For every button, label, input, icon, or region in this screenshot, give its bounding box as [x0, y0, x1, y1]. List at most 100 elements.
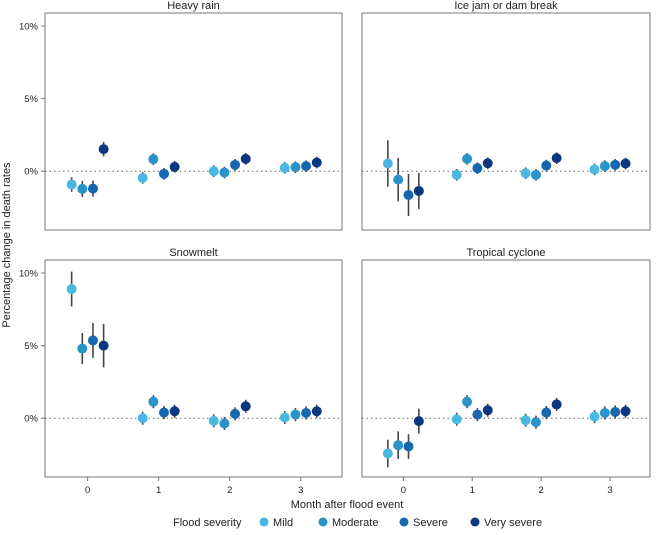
data-point-mild [520, 168, 531, 179]
data-point-severe [541, 160, 552, 171]
data-point-severe [472, 409, 483, 420]
data-point-mild [382, 448, 393, 459]
x-tick-label: 0 [85, 485, 90, 496]
x-tick-label: 2 [227, 485, 232, 496]
panel-title: Heavy rain [167, 0, 220, 12]
data-point-severe [230, 159, 241, 170]
data-point-mild [66, 284, 77, 295]
legend-swatch-very-severe [470, 517, 480, 527]
data-point-moderate [290, 409, 301, 420]
y-tick-label: 5% [24, 94, 38, 105]
data-point-severe [610, 159, 621, 170]
panel-title: Snowmelt [169, 247, 217, 259]
x-tick-label: 1 [156, 485, 161, 496]
legend: Flood severity Mild Moderate Severe Very se… [173, 517, 542, 529]
data-point-very-severe [240, 153, 251, 164]
data-point-moderate [462, 153, 473, 164]
data-point-severe [87, 183, 98, 194]
data-point-severe [301, 161, 312, 172]
data-point-severe [301, 407, 312, 418]
panel-title: Ice jam or dam break [454, 0, 558, 12]
data-point-mild [137, 172, 148, 183]
data-point-very-severe [98, 340, 109, 351]
data-point-severe [541, 407, 552, 418]
panel-title: Tropical cyclone [466, 247, 545, 259]
data-point-very-severe [551, 153, 562, 164]
data-point-severe [159, 168, 170, 179]
x-tick-label: 0 [401, 485, 406, 496]
data-point-very-severe [620, 406, 631, 417]
data-point-very-severe [482, 158, 493, 169]
data-point-moderate [530, 417, 541, 428]
panel-frame [44, 259, 343, 478]
data-point-moderate [393, 174, 404, 185]
data-point-severe [230, 408, 241, 419]
data-point-very-severe [311, 406, 322, 417]
data-point-severe [403, 441, 414, 452]
y-tick-label: 0% [24, 167, 38, 178]
panel-ice-jam-or-dam-break: Ice jam or dam break [361, 0, 651, 231]
data-point-severe [87, 335, 98, 346]
data-point-very-severe [169, 406, 180, 417]
data-point-very-severe [413, 185, 424, 196]
panel-heavy-rain: Heavy rain 10% 5% 0% [19, 0, 343, 231]
data-point-mild [451, 414, 462, 425]
data-point-moderate [77, 343, 88, 354]
y-tick-label: 0% [24, 414, 38, 425]
data-point-severe [472, 163, 483, 174]
legend-swatch-severe [399, 517, 409, 527]
data-point-very-severe [413, 416, 424, 427]
y-axis-label: Percentage change in death rates [1, 162, 13, 328]
data-point-moderate [462, 396, 473, 407]
panel-frame [361, 12, 651, 231]
panel-snowmelt: Snowmelt 10% 5% 0% 0 1 2 3 [19, 247, 343, 496]
panel-frame [44, 12, 343, 231]
legend-label: Mild [273, 517, 293, 529]
y-tick-label: 10% [19, 269, 39, 280]
legend-label: Severe [413, 517, 448, 529]
data-point-mild [589, 411, 600, 422]
data-point-moderate [148, 396, 159, 407]
x-tick-label: 2 [538, 485, 543, 496]
data-point-very-severe [551, 399, 562, 410]
data-point-very-severe [169, 161, 180, 172]
data-point-very-severe [311, 157, 322, 168]
legend-title: Flood severity [173, 517, 242, 529]
data-point-moderate [219, 167, 230, 178]
data-point-moderate [290, 162, 301, 173]
data-point-very-severe [620, 158, 631, 169]
data-point-mild [589, 164, 600, 175]
x-tick-label: 3 [298, 485, 303, 496]
data-point-mild [208, 166, 219, 177]
legend-label: Very severe [484, 517, 542, 529]
data-point-moderate [148, 154, 159, 165]
data-point-mild [208, 415, 219, 426]
panel-tropical-cyclone: Tropical cyclone 0 1 2 3 [361, 247, 651, 496]
data-point-moderate [530, 169, 541, 180]
data-point-severe [159, 407, 170, 418]
data-point-mild [66, 179, 77, 190]
y-tick-label: 10% [19, 22, 39, 33]
data-point-very-severe [240, 401, 251, 412]
data-point-severe [610, 406, 621, 417]
data-point-moderate [219, 418, 230, 429]
x-tick-label: 3 [607, 485, 612, 496]
data-point-severe [403, 190, 414, 201]
legend-swatch-moderate [318, 517, 328, 527]
legend-swatch-mild [259, 517, 269, 527]
data-point-mild [279, 412, 290, 423]
x-tick-label: 1 [470, 485, 475, 496]
y-tick-label: 5% [24, 341, 38, 352]
data-point-moderate [599, 161, 610, 172]
data-point-mild [382, 158, 393, 169]
data-point-very-severe [98, 144, 109, 155]
panel-frame [361, 259, 651, 478]
x-axis-label: Month after flood event [291, 499, 404, 511]
data-point-moderate [77, 183, 88, 194]
data-point-mild [520, 415, 531, 426]
legend-label: Moderate [332, 517, 378, 529]
data-point-mild [137, 413, 148, 424]
data-point-very-severe [482, 405, 493, 416]
data-point-moderate [599, 407, 610, 418]
